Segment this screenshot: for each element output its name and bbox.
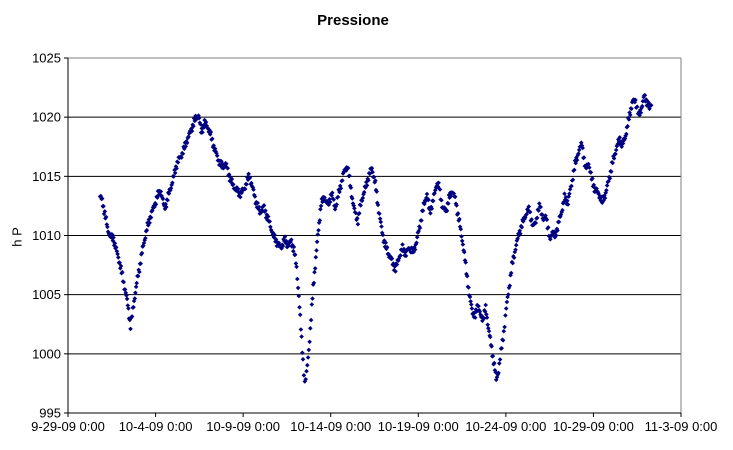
gridlines	[68, 116, 681, 355]
x-tick-label: 10-4-09 0:00	[119, 419, 193, 434]
x-tick-label: 10-14-09 0:00	[290, 419, 371, 434]
y-tick-label: 1000	[32, 346, 61, 361]
x-tick-label: 10-9-09 0:00	[206, 419, 280, 434]
x-axis-ticks-labels: 9-29-09 0:00 10-4-09 0:00 10-9-09 0:00 10-1…	[31, 413, 717, 434]
y-tick-label: 995	[39, 406, 61, 421]
y-axis-ticks-labels: 995 1000 1005 1010 1015 1020 1025	[32, 51, 68, 421]
chart-title: Pressione	[317, 12, 389, 29]
y-tick-label: 1020	[32, 110, 61, 125]
y-tick-label: 1025	[32, 51, 61, 66]
x-tick-label: 10-24-09 0:00	[465, 419, 546, 434]
pressure-series	[97, 92, 654, 384]
plot-border	[68, 57, 682, 413]
y-tick-label: 1005	[32, 287, 61, 302]
x-tick-label: 11-3-09 0:00	[645, 419, 718, 434]
y-tick-label: 1010	[32, 228, 61, 243]
x-tick-label: 10-29-09 0:00	[553, 419, 634, 434]
x-tick-label: 10-19-09 0:00	[378, 419, 459, 434]
y-tick-label: 1015	[32, 169, 61, 184]
x-tick-label: 9-29-09 0:00	[31, 419, 105, 434]
